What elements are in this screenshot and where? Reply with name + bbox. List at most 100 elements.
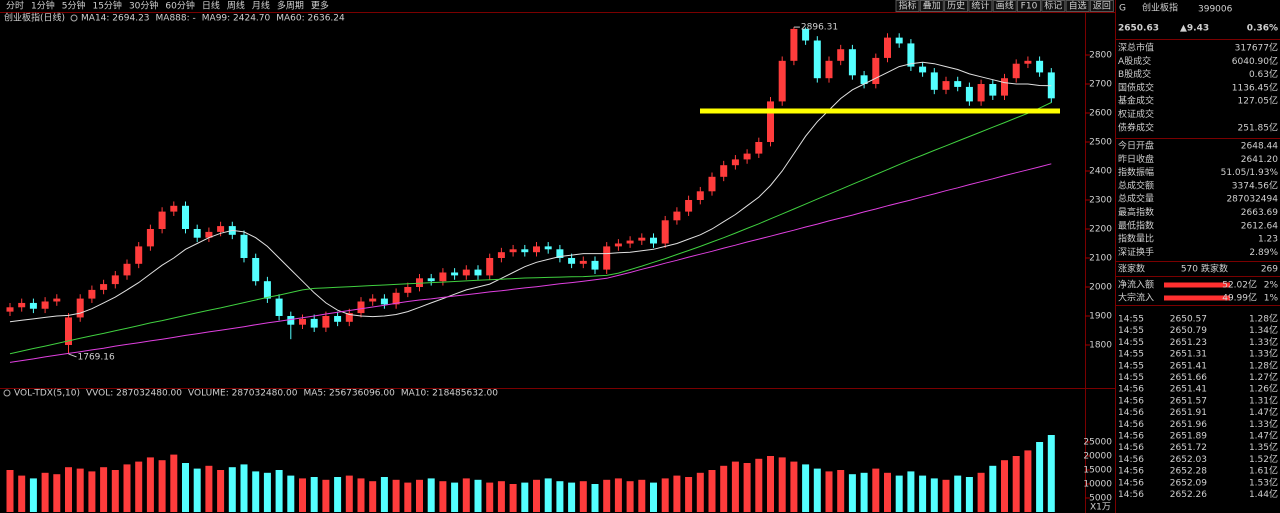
tool-label[interactable]: 叠加	[923, 1, 941, 12]
flow-percent: 2%	[1264, 281, 1279, 291]
candle-body	[907, 43, 915, 67]
tool-button[interactable]	[1065, 0, 1090, 12]
tool-button[interactable]	[919, 0, 944, 12]
candle-body	[673, 211, 681, 221]
period-tab[interactable]: 日线	[202, 0, 220, 12]
low-annotation: 1769.16	[78, 352, 115, 362]
volume-bar	[170, 454, 178, 512]
volume-bar	[275, 470, 283, 512]
trade-price: 2650.57	[1170, 315, 1207, 325]
volume-bar	[661, 478, 669, 512]
volume-bar	[1001, 460, 1008, 512]
tool-button[interactable]	[1017, 0, 1041, 12]
tool-button[interactable]	[968, 0, 993, 12]
period-tab[interactable]: 5分钟	[62, 0, 86, 12]
tool-button[interactable]	[895, 0, 920, 12]
volume-bar	[310, 477, 318, 512]
volume-bar	[696, 472, 704, 512]
period-tab[interactable]: 60分钟	[165, 0, 194, 12]
tool-label[interactable]: 自选	[1069, 0, 1087, 12]
candle-body	[790, 28, 798, 61]
volume-bar	[884, 472, 891, 512]
candle-body	[778, 60, 786, 102]
tool-label[interactable]: 标记	[1044, 0, 1062, 12]
flow-label: 大宗流入	[1118, 292, 1154, 304]
trade-time: 14:56	[1118, 443, 1144, 453]
volume-bar	[1036, 442, 1044, 512]
row-label: 债券成交	[1118, 121, 1154, 133]
candle-body	[65, 317, 72, 345]
period-tab[interactable]: 更多	[311, 0, 329, 12]
period-tab[interactable]: 月线	[252, 0, 270, 12]
period-tab[interactable]: 周线	[227, 0, 245, 12]
tool-button[interactable]	[1089, 0, 1114, 12]
volume-bar	[568, 482, 576, 512]
candle-body	[696, 191, 704, 200]
tool-label[interactable]: 历史	[947, 0, 965, 12]
candle-body	[1024, 60, 1032, 64]
y-tick-label: 2400	[1089, 167, 1112, 177]
row-label: A股成交	[1118, 55, 1151, 67]
legend-entry: MA99: 2424.70	[202, 14, 271, 24]
tool-button[interactable]	[944, 0, 969, 12]
tool-label[interactable]: 画线	[996, 0, 1014, 12]
candle-body	[544, 246, 552, 250]
volume-bar	[685, 477, 693, 512]
row-value: 2.89%	[1249, 248, 1278, 258]
trade-volume: 1.28亿	[1249, 313, 1278, 325]
trade-volume: 1.34亿	[1249, 324, 1278, 336]
trade-price: 2650.79	[1170, 326, 1207, 336]
period-tab[interactable]: 多周期	[277, 0, 304, 12]
candle-body	[217, 226, 225, 232]
volume-bar	[825, 471, 833, 512]
flow-value: 52.02亿	[1222, 279, 1257, 291]
change-percent: 0.36%	[1247, 24, 1278, 34]
trade-volume: 1.33亿	[1249, 348, 1278, 360]
trade-volume: 1.61亿	[1249, 465, 1278, 477]
period-tab[interactable]: 分时	[6, 0, 24, 12]
candle-body	[708, 176, 716, 192]
volume-bar	[767, 456, 774, 512]
volume-bar	[416, 479, 423, 512]
row-label: B股成交	[1118, 68, 1151, 80]
volume-bar	[497, 481, 505, 512]
candle-body	[942, 81, 950, 90]
trade-price: 2652.26	[1170, 490, 1207, 500]
row-value: 6040.90亿	[1232, 55, 1278, 67]
volume-bar	[790, 461, 798, 512]
indicator-icon	[3, 389, 11, 397]
trade-volume: 1.26亿	[1249, 383, 1278, 395]
candle-body	[848, 49, 856, 76]
volume-bar	[860, 472, 868, 512]
candle-body	[392, 292, 400, 305]
volume-bar	[252, 471, 260, 512]
row-value: 2663.69	[1241, 208, 1278, 218]
trade-price: 2651.89	[1170, 432, 1207, 442]
candle-body	[53, 298, 61, 302]
candle-body	[556, 249, 564, 258]
tool-label[interactable]: F10	[1021, 2, 1038, 12]
volume-bar	[29, 478, 37, 512]
candle-body	[497, 252, 505, 258]
period-tab[interactable]: 30分钟	[129, 0, 158, 12]
candle-body	[252, 257, 260, 282]
trade-price: 2651.23	[1170, 338, 1207, 348]
candle-body	[837, 49, 845, 61]
tool-label[interactable]: 返回	[1093, 0, 1111, 12]
candle-body	[743, 153, 751, 160]
volume-bar	[357, 478, 365, 512]
period-tab[interactable]: 1分钟	[31, 0, 55, 12]
tool-button[interactable]	[1041, 0, 1066, 12]
volume-bar	[65, 467, 72, 512]
tool-label[interactable]: 指标	[898, 0, 916, 12]
volume-bar	[720, 465, 728, 512]
volume-bar	[533, 479, 540, 512]
volume-bar	[614, 478, 622, 512]
legend-entry: VVOL: 287032480.00	[86, 389, 182, 399]
trade-time: 14:55	[1118, 361, 1144, 371]
period-tab[interactable]: 15分钟	[92, 0, 121, 12]
row-label: 深总市值	[1118, 42, 1154, 54]
tool-label[interactable]: 统计	[971, 0, 989, 12]
last-price: 2650.63	[1118, 24, 1159, 34]
tool-button[interactable]	[992, 0, 1017, 12]
